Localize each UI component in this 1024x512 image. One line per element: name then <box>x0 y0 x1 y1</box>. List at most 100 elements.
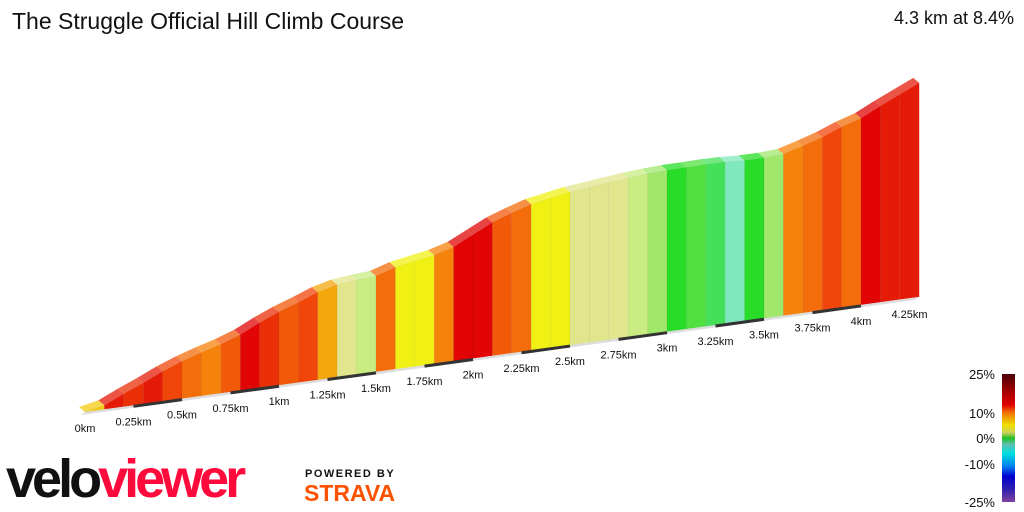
gradient-segment <box>705 161 726 327</box>
x-tick-label: 0.25km <box>115 416 151 428</box>
gradient-segment <box>763 153 784 319</box>
legend-label-max: 25% <box>968 367 995 382</box>
x-tick-label: 3.75km <box>794 323 830 335</box>
page-title: The Struggle Official Hill Climb Course <box>12 8 404 34</box>
segment-top-face <box>195 339 221 353</box>
segment-top-face <box>176 347 202 362</box>
segment-top-face <box>622 168 648 178</box>
gradient-segment <box>317 284 338 381</box>
distance-band <box>230 384 280 395</box>
veloviewer-logo[interactable]: veloviewer <box>6 452 246 506</box>
segment-top-face <box>137 366 163 383</box>
x-tick-label: 4km <box>851 316 872 328</box>
distance-band <box>618 331 668 341</box>
gradient-segment <box>802 136 823 314</box>
distance-band <box>327 371 377 382</box>
x-tick-label: 1.5km <box>361 383 391 395</box>
climb-summary: 4.3 km at 8.4% <box>893 8 1014 28</box>
gradient-segment <box>783 145 804 316</box>
gradient-segment <box>395 260 416 370</box>
segment-top-face <box>311 279 338 293</box>
segment-top-face <box>796 132 823 146</box>
segment-top-face <box>874 89 900 106</box>
distance-band <box>424 357 474 368</box>
segment-top-face <box>79 400 105 412</box>
gradient-segment <box>278 301 299 386</box>
segment-top-face <box>273 297 299 312</box>
segment-top-face <box>893 77 920 95</box>
segment-top-face <box>408 249 435 262</box>
x-tick-label: 1.25km <box>309 390 345 402</box>
segment-top-face <box>564 182 590 192</box>
segment-top-face <box>98 388 124 406</box>
segment-top-face <box>680 159 706 168</box>
gradient-segment <box>530 197 551 351</box>
segment-top-face <box>389 256 415 268</box>
gradient-segment <box>220 334 241 394</box>
x-tick-label: 0km <box>75 423 96 435</box>
profile-base <box>81 296 920 415</box>
gradient-segment <box>336 279 357 378</box>
gradient-segment <box>841 117 862 308</box>
x-tick-label: 3.25km <box>697 336 733 348</box>
x-tick-label: 2.25km <box>503 363 539 375</box>
legend-label-min: -25% <box>964 495 995 510</box>
legend-label-10: 10% <box>968 406 995 421</box>
segment-top-face <box>214 329 241 345</box>
gradient-segment <box>744 157 765 322</box>
segment-top-face <box>253 306 279 323</box>
gradient-color-scale <box>1002 374 1015 502</box>
gradient-segment <box>666 167 687 332</box>
segment-top-face <box>544 186 570 199</box>
segment-top-face <box>602 172 629 183</box>
gradient-segment <box>492 212 513 357</box>
gradient-segment <box>686 164 707 330</box>
segment-top-face <box>350 270 376 280</box>
gradient-segment <box>375 266 396 373</box>
x-tick-label: 2.75km <box>600 349 636 361</box>
x-tick-label: 0.5km <box>167 410 197 422</box>
gradient-segment <box>647 169 668 335</box>
gradient-segment <box>414 254 435 367</box>
x-tick-label: 1.75km <box>406 376 442 388</box>
segment-top-face <box>738 152 764 161</box>
gradient-segment <box>724 160 745 324</box>
segment-top-face <box>370 262 396 276</box>
distance-band <box>812 304 862 315</box>
segment-top-face <box>719 155 745 163</box>
distance-band <box>715 317 765 328</box>
gradient-segment <box>589 182 610 343</box>
distance-band <box>133 398 183 408</box>
x-tick-label: 4.25km <box>891 309 927 321</box>
segment-top-face <box>156 356 182 372</box>
x-tick-label: 3km <box>657 343 678 355</box>
gradient-segment <box>627 173 648 338</box>
gradient-segment <box>356 275 377 375</box>
segment-top-face <box>428 241 454 255</box>
legend-label-neg10: -10% <box>964 457 995 472</box>
segment-top-face <box>758 149 784 158</box>
segment-top-face <box>855 100 881 119</box>
segment-top-face <box>583 177 609 188</box>
segment-top-face <box>486 207 512 223</box>
segment-top-face <box>699 157 726 165</box>
segment-top-face <box>777 140 803 155</box>
segment-top-face <box>661 162 687 171</box>
gradient-segment <box>472 221 493 359</box>
segment-top-face <box>292 287 318 303</box>
segment-top-face <box>835 113 861 127</box>
legend-label-0: 0% <box>976 431 995 446</box>
gradient-segment <box>550 191 571 349</box>
segment-top-face <box>816 121 842 138</box>
powered-by-label: POWERED BY <box>305 468 396 480</box>
gradient-segment <box>860 105 881 306</box>
gradient-segment <box>821 126 842 311</box>
segment-top-face <box>331 274 357 285</box>
gradient-segment <box>298 291 319 383</box>
gradient-segment <box>569 186 590 346</box>
gradient-segment <box>880 93 901 303</box>
gradient-segment <box>511 203 532 354</box>
strava-logo[interactable]: STRAVA <box>304 480 396 506</box>
gradient-segment <box>433 246 454 365</box>
distance-band <box>521 344 571 355</box>
